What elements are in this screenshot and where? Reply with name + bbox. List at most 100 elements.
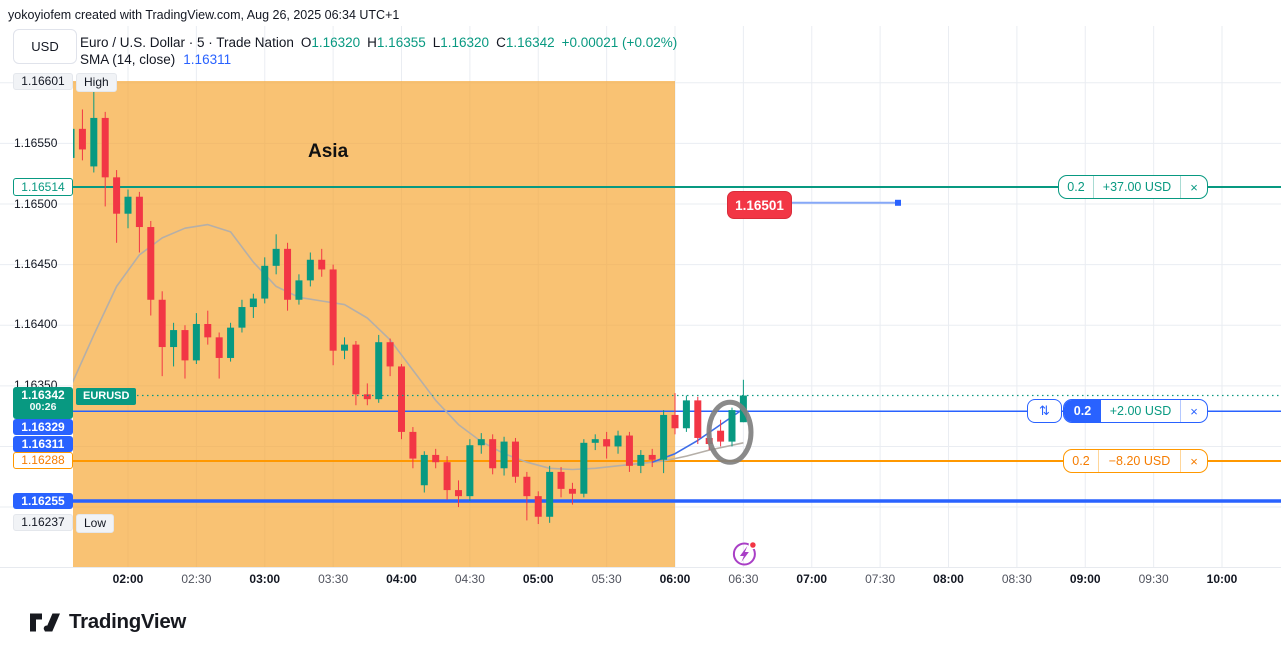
candle-body xyxy=(477,439,485,446)
reverse-position-button[interactable]: ⇅ xyxy=(1027,399,1062,423)
candle-body xyxy=(603,439,611,447)
candle-body xyxy=(352,344,360,395)
candle-body xyxy=(181,330,189,361)
price-level-badge: 1.16311 xyxy=(13,436,73,452)
candle-body xyxy=(523,476,531,497)
candle-body xyxy=(694,400,702,438)
candle-body xyxy=(318,259,326,270)
candle-body xyxy=(660,414,668,460)
time-tick-label: 03:00 xyxy=(249,572,281,586)
symbol-price-flag: EURUSD xyxy=(76,388,137,405)
candle-body xyxy=(500,441,508,469)
candle-body xyxy=(591,439,599,443)
time-tick-label: 07:30 xyxy=(865,572,896,586)
candle-body xyxy=(682,400,690,429)
candle-body xyxy=(511,441,519,477)
candle-body xyxy=(489,439,497,469)
ohlc-value: 1.16320 xyxy=(440,35,490,50)
price-level-badge: 1.16514 xyxy=(13,178,73,196)
price-tick-label: 1.16400 xyxy=(14,317,58,331)
candle-body xyxy=(614,435,622,447)
low-tag-badge: Low xyxy=(76,514,115,533)
candle-body xyxy=(306,259,314,281)
time-tick-label: 06:30 xyxy=(728,572,759,586)
indicator-name[interactable]: SMA (14, close) xyxy=(80,52,176,67)
session-zone-label: Asia xyxy=(308,141,349,162)
candle-body xyxy=(466,445,474,497)
candle-body xyxy=(158,299,166,348)
candle-body xyxy=(443,462,451,491)
candle-body xyxy=(432,454,440,463)
position-qty[interactable]: 0.2 xyxy=(1067,180,1085,194)
indicator-value: 1.16311 xyxy=(183,52,232,67)
ellipse-annotation[interactable] xyxy=(706,399,754,465)
candle-body xyxy=(625,435,633,466)
candle-body xyxy=(101,117,109,178)
candle-body xyxy=(135,196,143,228)
ohlc-letter: H xyxy=(367,35,377,50)
candle-body xyxy=(386,342,394,367)
position-pnl: +2.00 USD xyxy=(1109,404,1172,418)
position-pnl: −8.20 USD xyxy=(1098,450,1180,472)
time-tick-label: 08:00 xyxy=(933,572,964,586)
candle-body xyxy=(341,344,349,351)
position-qty[interactable]: 0.2 xyxy=(1072,454,1090,468)
low-price-badge: 1.16237 xyxy=(13,514,73,531)
indicator-legend: SMA (14, close) 1.16311 xyxy=(80,52,231,67)
price-tick-label: 1.16450 xyxy=(14,257,58,271)
candle-body xyxy=(215,337,223,358)
ohlc-letter: C xyxy=(496,35,506,50)
currency-toggle-button[interactable]: USD xyxy=(13,29,77,64)
position-pill-teal[interactable]: 0.2 +37.00 USD × xyxy=(1058,175,1208,199)
candle-body xyxy=(568,488,576,494)
time-tick-label: 06:00 xyxy=(659,572,691,586)
close-position-icon[interactable]: × xyxy=(1180,450,1207,472)
time-tick-label: 03:30 xyxy=(318,572,349,586)
attribution-text: yokoyiofem created with TradingView.com,… xyxy=(8,8,400,22)
ohlc-value: 1.16320 xyxy=(311,35,361,50)
candle-body xyxy=(78,128,86,150)
candle-body xyxy=(147,227,155,300)
price-level-badge: 1.16329 xyxy=(13,419,73,435)
ohlc-value: 1.16355 xyxy=(376,35,426,50)
price-tick-label: 1.16500 xyxy=(14,197,58,211)
position-qty[interactable]: 0.2 xyxy=(1064,400,1101,422)
position-pnl: +37.00 USD xyxy=(1093,176,1180,198)
ohlc-value: 1.16342 xyxy=(505,35,555,50)
candle-body xyxy=(272,248,280,266)
symbol-title[interactable]: Euro / U.S. Dollar · 5 · Trade Nation xyxy=(80,35,294,50)
candle-body xyxy=(238,307,246,328)
position-pill-orange[interactable]: 0.2 −8.20 USD × xyxy=(1063,449,1208,473)
bar-countdown: 00:26 xyxy=(29,401,57,413)
time-tick-label: 04:30 xyxy=(454,572,485,586)
candle-body xyxy=(637,454,645,466)
candle-body xyxy=(728,410,736,442)
candle-body xyxy=(73,128,75,158)
alert-endpoint-handle[interactable] xyxy=(895,199,901,206)
time-tick-label: 05:30 xyxy=(591,572,622,586)
candle-body xyxy=(90,117,98,167)
candle-body xyxy=(284,248,292,300)
price-level-badge: 1.16288 xyxy=(13,452,73,469)
symbol-legend: Euro / U.S. Dollar · 5 · Trade Nation O1.… xyxy=(80,35,677,50)
candle-body xyxy=(329,269,337,351)
candle-body xyxy=(671,414,679,429)
close-position-icon[interactable]: × xyxy=(1180,176,1207,198)
candle-body xyxy=(227,327,235,358)
economic-event-icon[interactable] xyxy=(732,540,758,566)
candle-body xyxy=(534,496,542,517)
event-alert-dot xyxy=(748,540,758,550)
candle-body xyxy=(557,471,565,489)
candle-body xyxy=(398,366,406,432)
position-pill-blue[interactable]: 0.2 +2.00 USD × xyxy=(1063,399,1208,423)
tradingview-logo-icon xyxy=(30,613,60,631)
candle-body xyxy=(580,442,588,494)
candle-body xyxy=(124,196,132,214)
alert-price-badge[interactable]: 1.16501 xyxy=(727,191,792,219)
close-position-icon[interactable]: × xyxy=(1180,400,1207,422)
ohlc-letter: L xyxy=(432,35,441,50)
tradingview-logo-text: TradingView xyxy=(69,610,187,633)
ohlc-letter: O xyxy=(300,35,312,50)
